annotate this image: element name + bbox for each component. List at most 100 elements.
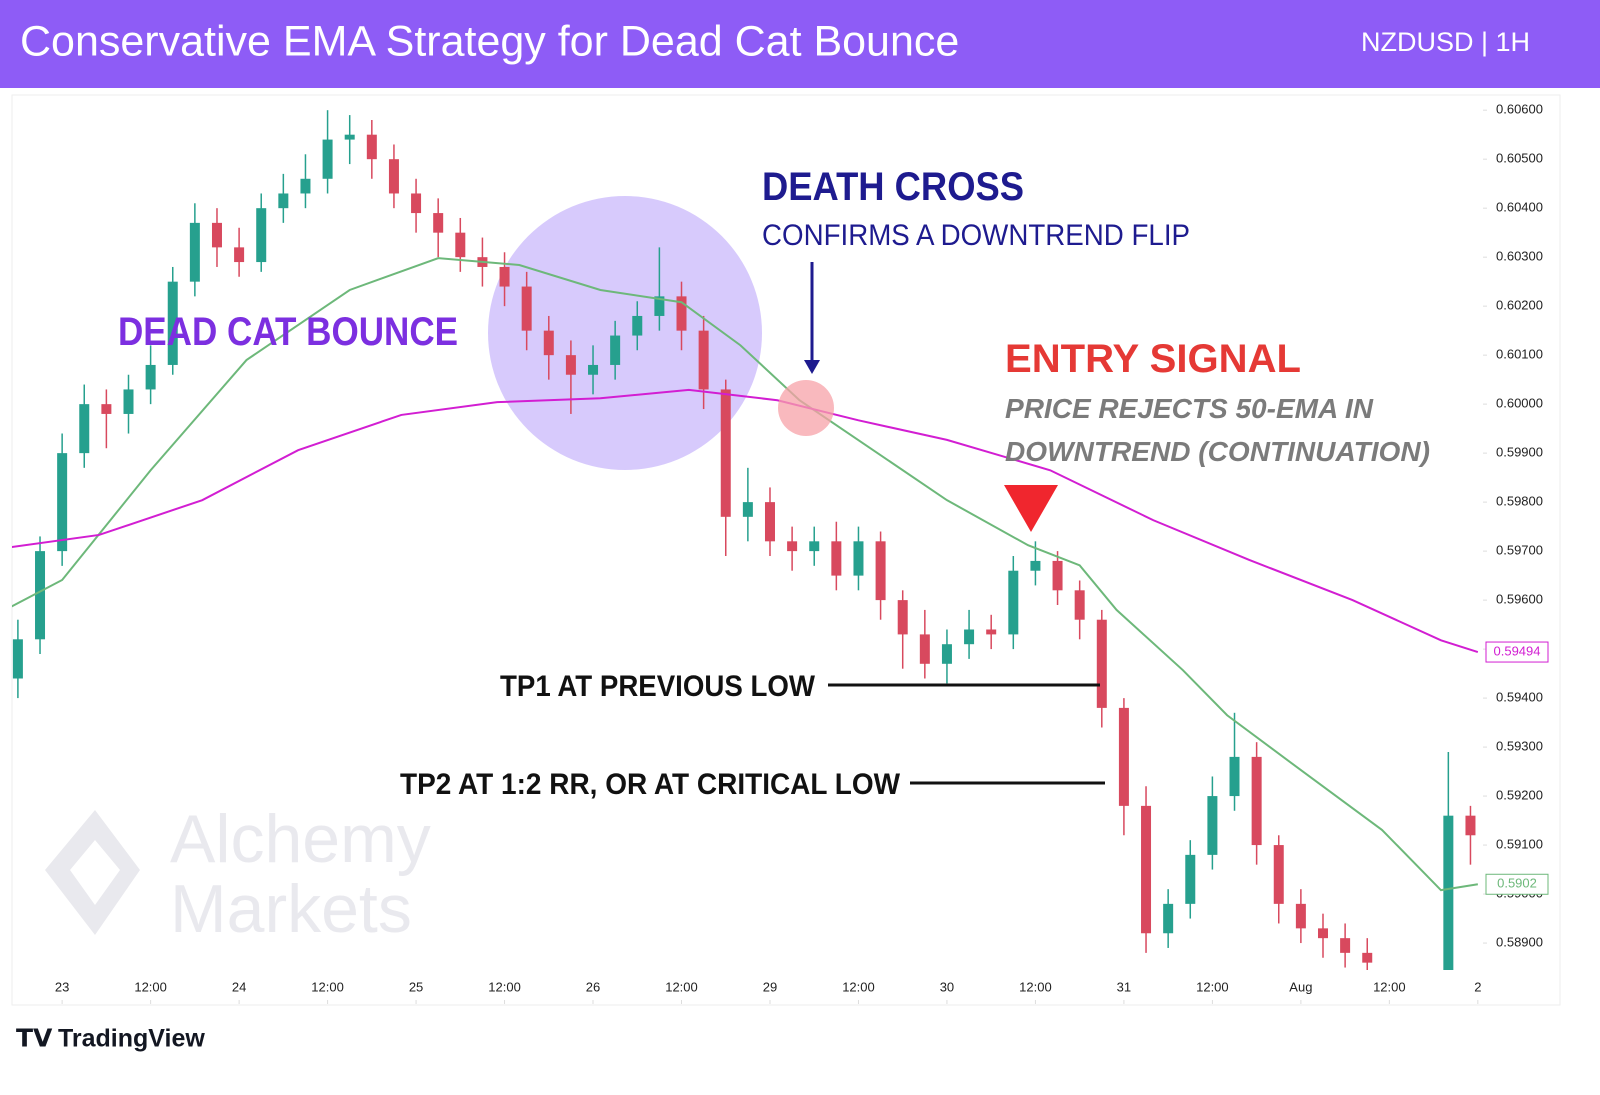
candle-body: [1074, 590, 1085, 620]
x-tick-label: 12:00: [842, 979, 875, 994]
candle-body: [123, 389, 134, 414]
annotation: DOWNTREND (CONTINUATION): [1005, 436, 1430, 467]
candle-body: [809, 541, 820, 552]
x-tick-label: 26: [586, 979, 600, 994]
annotation: CONFIRMS A DOWNTREND FLIP: [762, 219, 1190, 252]
y-tick-label: 0.60400: [1496, 200, 1543, 215]
header-bar: [0, 0, 1600, 88]
y-tick-label: 0.60500: [1496, 151, 1543, 166]
annotation: TP2 AT 1:2 RR, OR AT CRITICAL LOW: [400, 768, 901, 801]
x-tick-label: 12:00: [134, 979, 167, 994]
candle-body: [698, 330, 709, 390]
candle-body: [167, 281, 178, 365]
y-tick-label: 0.60300: [1496, 249, 1543, 264]
x-tick-label: 23: [55, 979, 69, 994]
candle-body: [1295, 903, 1306, 929]
annotation: TP1 AT PREVIOUS LOW: [500, 670, 816, 703]
watermark-logo: [45, 810, 140, 935]
x-tick-label: 29: [763, 979, 777, 994]
y-tick-label: 0.59800: [1496, 494, 1543, 509]
candle-body: [1207, 796, 1218, 855]
candle-body: [610, 335, 621, 365]
y-tick-label: 0.59700: [1496, 543, 1543, 558]
x-tick-label: 24: [232, 979, 246, 994]
annotation: PRICE REJECTS 50-EMA IN: [1005, 393, 1374, 424]
candle-body: [831, 541, 842, 576]
watermark: Alchemy Markets: [45, 801, 431, 947]
x-tick-label: 31: [1117, 979, 1131, 994]
y-tick-label: 0.59300: [1496, 739, 1543, 754]
candle-body: [256, 208, 267, 263]
candle-body: [411, 193, 422, 214]
highlight-circle: [488, 196, 762, 470]
candle-body: [433, 213, 444, 233]
candle-body: [853, 541, 864, 576]
footer-logo: 𝗧𝗩: [16, 1025, 53, 1053]
y-tick-label: 0.60100: [1496, 347, 1543, 362]
candle-body: [101, 404, 112, 414]
footer-text: TradingView: [58, 1025, 205, 1053]
price-label: 0.5902: [1497, 876, 1537, 891]
candle-body: [1317, 928, 1328, 939]
chart-subtitle: NZDUSD | 1H: [1361, 27, 1530, 57]
candle-body: [654, 296, 665, 316]
candle-body: [57, 453, 68, 552]
watermark-text: Alchemy: [170, 801, 431, 877]
candle-body: [764, 502, 775, 542]
ema-line: [12, 388, 1479, 653]
ema-line: [12, 257, 1478, 892]
candle-body: [189, 222, 200, 282]
candle-body: [1096, 619, 1107, 708]
cross-marker: [778, 380, 834, 436]
candle-body: [366, 134, 377, 160]
candle-body: [1362, 952, 1373, 963]
candle-body: [1340, 938, 1351, 953]
candle-body: [1141, 805, 1152, 934]
candle-body: [1443, 815, 1454, 970]
annotation: DEAD CAT BOUNCE: [118, 310, 458, 354]
candle-body: [1273, 845, 1284, 904]
candle-body: [1465, 815, 1476, 836]
y-tick-label: 0.59200: [1496, 788, 1543, 803]
y-tick-label: 0.59900: [1496, 445, 1543, 460]
x-tick-label: 12:00: [1019, 979, 1052, 994]
y-tick-label: 0.60000: [1496, 396, 1543, 411]
candle-body: [499, 266, 510, 287]
x-tick-label: 12:00: [1196, 979, 1229, 994]
candle-body: [1251, 756, 1262, 846]
arrow-head: [804, 360, 820, 374]
candle-body: [145, 364, 156, 390]
candle-body: [941, 644, 952, 664]
candle-body: [278, 193, 289, 209]
candle-body: [964, 629, 975, 645]
plot-area: [12, 110, 1479, 970]
watermark-text: Markets: [170, 871, 412, 947]
x-tick-label: Aug: [1289, 979, 1312, 994]
x-tick-label: 2: [1474, 979, 1481, 994]
candle-body: [543, 330, 554, 356]
candle-body: [742, 502, 753, 517]
candle-body: [986, 629, 997, 635]
y-tick-label: 0.59100: [1496, 837, 1543, 852]
candle-body: [1008, 570, 1019, 635]
candle-body: [388, 159, 399, 194]
price-label-box: [1485, 641, 1549, 663]
y-tick-label: 0.59600: [1496, 592, 1543, 607]
candle-body: [521, 286, 532, 331]
price-label: 0.59494: [1494, 643, 1541, 658]
x-tick-label: 25: [409, 979, 423, 994]
candle-body: [344, 134, 355, 140]
x-tick-label: 12:00: [665, 979, 698, 994]
candle-body: [676, 296, 687, 331]
candle-body: [300, 178, 311, 194]
candle-body: [1229, 756, 1240, 797]
price-label-box: [1485, 873, 1549, 895]
y-tick-label: 0.58900: [1496, 934, 1543, 949]
y-tick-label: 0.59400: [1496, 690, 1543, 705]
annotation: ENTRY SIGNAL: [1005, 337, 1301, 381]
x-tick-label: 30: [940, 979, 954, 994]
candle-body: [565, 355, 576, 375]
candle-body: [1163, 903, 1174, 934]
candle-body: [35, 551, 46, 640]
y-tick-label: 0.60600: [1496, 102, 1543, 117]
